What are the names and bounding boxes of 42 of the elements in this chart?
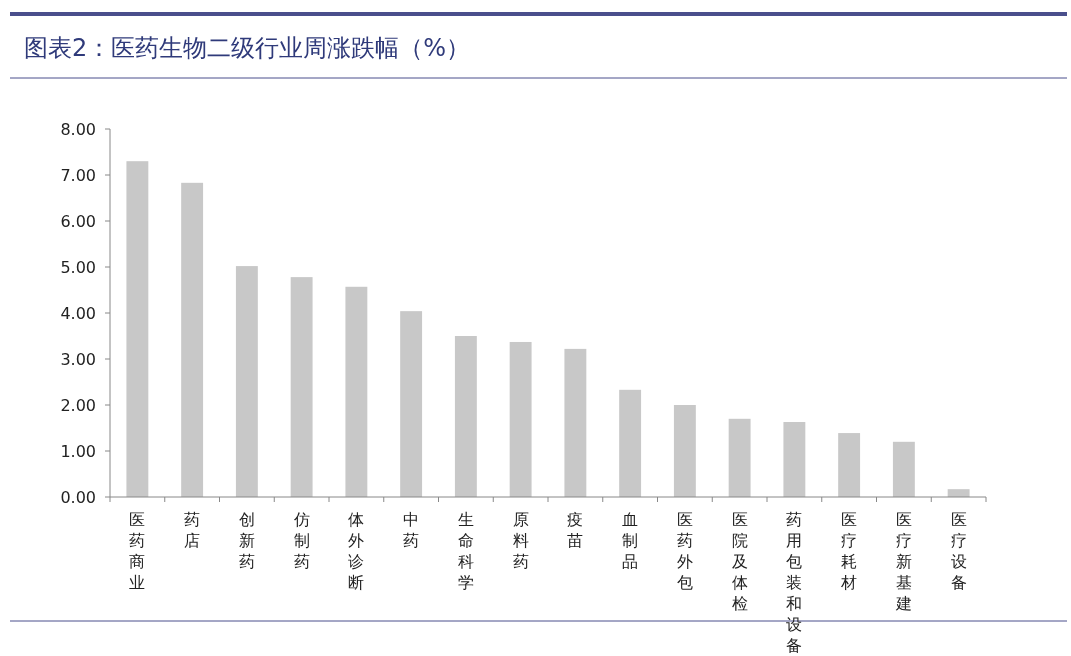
y-tick-label: 0.00 (60, 488, 96, 507)
bar (235, 266, 258, 497)
bar (126, 161, 149, 497)
bar (673, 405, 696, 497)
bar (728, 418, 751, 497)
category-label: 仿制药 (292, 509, 311, 572)
category-label: 生命科学 (456, 509, 475, 593)
y-tick-label: 5.00 (60, 258, 96, 277)
bar (345, 286, 368, 497)
y-tick-label: 7.00 (60, 166, 96, 185)
category-label: 创新药 (237, 509, 256, 572)
category-label: 体外诊断 (347, 509, 366, 593)
y-tick-label: 3.00 (60, 350, 96, 369)
y-tick-label: 2.00 (60, 396, 96, 415)
category-label: 原料药 (511, 509, 530, 572)
y-tick-label: 6.00 (60, 212, 96, 231)
bar (838, 433, 861, 497)
y-tick-label: 1.00 (60, 442, 96, 461)
category-label: 医院及体检 (730, 509, 749, 614)
category-label: 医疗耗材 (840, 509, 859, 593)
bar (181, 182, 204, 497)
category-label: 疫苗 (566, 509, 585, 551)
category-label: 医药商业 (128, 509, 147, 593)
category-label: 医疗新基建 (894, 509, 913, 614)
category-label: 中药 (402, 509, 421, 551)
bar (619, 389, 642, 497)
y-tick-label: 4.00 (60, 304, 96, 323)
bar (509, 341, 532, 497)
bar (947, 489, 970, 497)
category-label: 药店 (183, 509, 202, 551)
bar (454, 336, 477, 497)
y-tick-label: 8.00 (60, 120, 96, 139)
category-label: 医疗设备 (949, 509, 968, 593)
category-label: 药用包装和设备 (785, 509, 804, 656)
bar (564, 348, 587, 497)
title: 图表2：医药生物二级行业周涨跌幅（%） (24, 34, 471, 62)
category-label: 血制品 (621, 509, 640, 572)
bar (892, 441, 915, 497)
bar (400, 311, 423, 497)
bar (290, 277, 313, 497)
bar (783, 422, 806, 497)
category-label: 医药外包 (675, 509, 694, 593)
